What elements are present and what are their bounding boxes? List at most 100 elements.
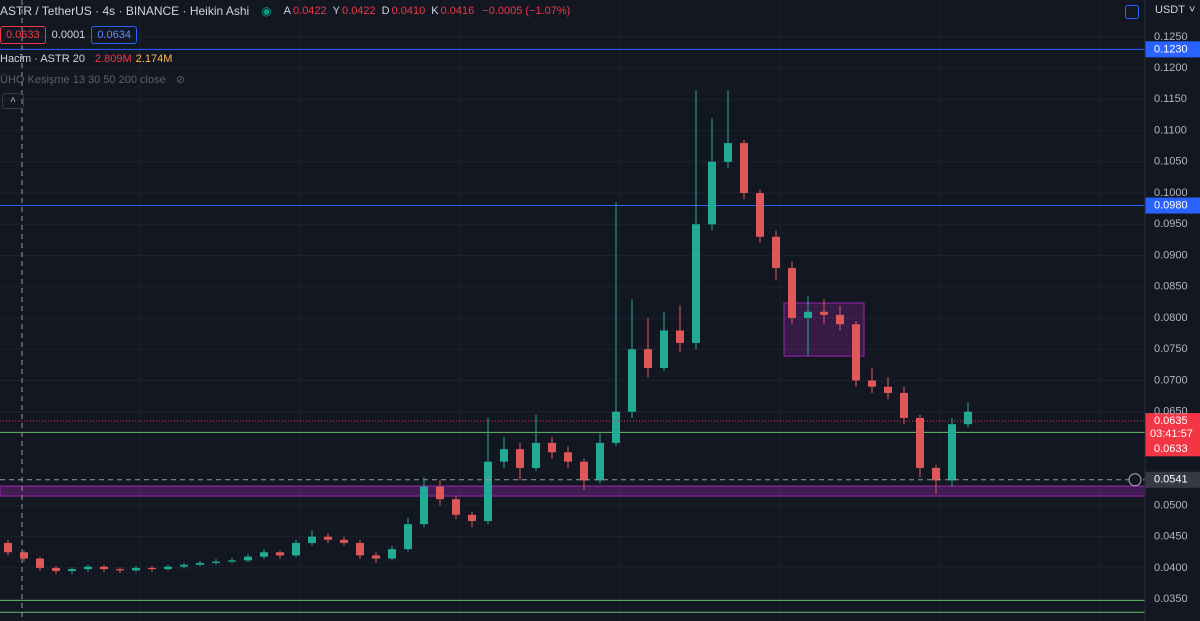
candle-body xyxy=(180,564,188,567)
y-tick-label: 0.1100 xyxy=(1154,124,1187,136)
crosshair-label: 0.0541 xyxy=(1154,474,1188,486)
sell-button[interactable]: 0.0633 xyxy=(0,26,46,44)
candle-body xyxy=(228,560,236,562)
ohlc-key: Y xyxy=(332,5,341,17)
y-tick-label: 0.0950 xyxy=(1154,218,1188,230)
candle-body xyxy=(676,330,684,343)
status-dot: ◉ xyxy=(261,4,272,18)
price-tag xyxy=(1145,197,1200,214)
y-tick-label: 0.0850 xyxy=(1154,281,1188,293)
candle-body xyxy=(132,567,140,571)
price-tag-label: 0.0980 xyxy=(1154,199,1188,211)
candle-body xyxy=(868,380,876,387)
currency-label: USDT xyxy=(1155,4,1185,16)
candle-body xyxy=(116,569,124,571)
candle-body xyxy=(100,566,108,570)
ohlc-key: K xyxy=(431,5,439,17)
volume-legend: Hacim · ASTR 20 2.809M 2.174M xyxy=(0,53,172,65)
currency: USDT ˅ xyxy=(1155,4,1196,16)
candle-body xyxy=(836,314,844,325)
candle-body xyxy=(52,567,60,572)
price-tag xyxy=(1145,441,1200,457)
price-tag-label: 0.1230 xyxy=(1154,43,1188,55)
candle-body xyxy=(276,552,284,556)
y-tick-label: 0.0350 xyxy=(1154,593,1188,605)
indicator: ÜHO Kesişme 13 30 50 200 close xyxy=(0,73,166,86)
candle-body xyxy=(644,349,652,368)
ohlc-value: 0.0422 xyxy=(293,5,327,17)
candle-body xyxy=(452,499,460,515)
candle-body xyxy=(500,449,508,462)
y-tick-label: 0.0700 xyxy=(1154,374,1188,386)
candle-body xyxy=(244,556,252,561)
candle-body xyxy=(484,461,492,522)
y-tick-label: 0.1200 xyxy=(1154,62,1188,74)
candle-body xyxy=(964,411,972,425)
change: −0.0005 (−1.07%) xyxy=(482,5,571,17)
candle-body xyxy=(404,524,412,550)
candle-body xyxy=(788,268,796,318)
price-tag xyxy=(1145,471,1200,488)
candle-body xyxy=(436,486,444,500)
candle-body xyxy=(388,549,396,559)
add-button xyxy=(1128,473,1142,487)
candle-body xyxy=(532,442,540,468)
candle-body xyxy=(596,442,604,481)
candle-body xyxy=(68,569,76,572)
candle-body xyxy=(740,143,748,194)
symbol: ASTR / TetherUS · 4s · BINANCE · Heikin … xyxy=(0,4,250,18)
y-tick-label: 0.0750 xyxy=(1154,343,1188,355)
candle-body xyxy=(708,161,716,225)
candle-body xyxy=(692,224,700,343)
trade-row: 0.0633 0.0001 0.0634 xyxy=(0,26,137,44)
candle-body xyxy=(420,486,428,525)
candle-body xyxy=(916,417,924,468)
candle-body xyxy=(756,193,764,237)
candle-body xyxy=(196,562,204,565)
candle-body xyxy=(468,514,476,522)
candle-body xyxy=(4,542,12,553)
price-tag xyxy=(1145,413,1200,444)
price-tag xyxy=(1145,41,1200,58)
ohlc-value: 0.0416 xyxy=(440,5,475,17)
candle-body xyxy=(356,542,364,556)
ohlc-value: 0.0410 xyxy=(391,5,426,17)
candle-body xyxy=(164,566,172,570)
candle-body xyxy=(900,392,908,418)
volume-value: 2.809M xyxy=(94,53,132,65)
candle-body xyxy=(772,236,780,269)
last-price-label: 0.0635 xyxy=(1154,415,1188,427)
ohlc: A 0.0422 Y 0.0422 D 0.0410 K 0.0416 xyxy=(284,5,479,17)
settings-button[interactable] xyxy=(1125,5,1139,19)
y-tick-label: 0.1150 xyxy=(1154,93,1187,105)
y-tick-label: 0.0450 xyxy=(1154,531,1188,543)
y-tick-label: 0.1250 xyxy=(1154,31,1188,43)
ohlc-key: D xyxy=(381,5,390,17)
hide-icon[interactable]: ⊘ xyxy=(175,74,185,86)
bid-price-label: 0.0633 xyxy=(1154,443,1188,455)
buy-button[interactable]: 0.0634 xyxy=(91,26,137,44)
candle-body xyxy=(724,143,732,162)
candle-body xyxy=(580,461,588,481)
spread: 0.0001 xyxy=(51,29,86,41)
y-tick-label: 0.0650 xyxy=(1154,406,1188,418)
indicator-legend: ÜHO Kesişme 13 30 50 200 close ⊘ xyxy=(0,73,185,87)
ohlc-value: 0.0422 xyxy=(342,5,376,17)
candle-body xyxy=(20,552,28,559)
candle-body xyxy=(628,349,636,412)
candle-body xyxy=(308,536,316,543)
candle-body xyxy=(660,330,668,368)
collapse-button[interactable]: ˄ xyxy=(2,93,24,109)
y-tick-label: 0.0500 xyxy=(1154,499,1188,511)
y-tick-label: 0.1000 xyxy=(1154,187,1188,199)
candle-body xyxy=(884,386,892,393)
volume-title: Hacim · ASTR 20 xyxy=(0,53,85,65)
candle-body xyxy=(36,558,44,568)
candle-body xyxy=(548,442,556,453)
candle-body xyxy=(372,555,380,559)
candle-body xyxy=(84,566,92,570)
y-tick-label: 0.0400 xyxy=(1154,562,1188,574)
candle-body xyxy=(852,324,860,381)
candle-body xyxy=(260,552,268,557)
